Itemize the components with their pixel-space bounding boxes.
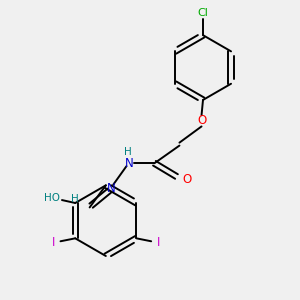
Text: I: I [157, 236, 160, 249]
Text: H: H [71, 194, 79, 204]
Text: I: I [52, 236, 55, 249]
Text: Cl: Cl [198, 8, 208, 18]
Text: O: O [182, 173, 191, 186]
Text: O: O [197, 114, 206, 127]
Text: N: N [125, 157, 134, 170]
Text: H: H [124, 147, 132, 157]
Text: HO: HO [44, 193, 60, 203]
Text: N: N [107, 182, 116, 195]
